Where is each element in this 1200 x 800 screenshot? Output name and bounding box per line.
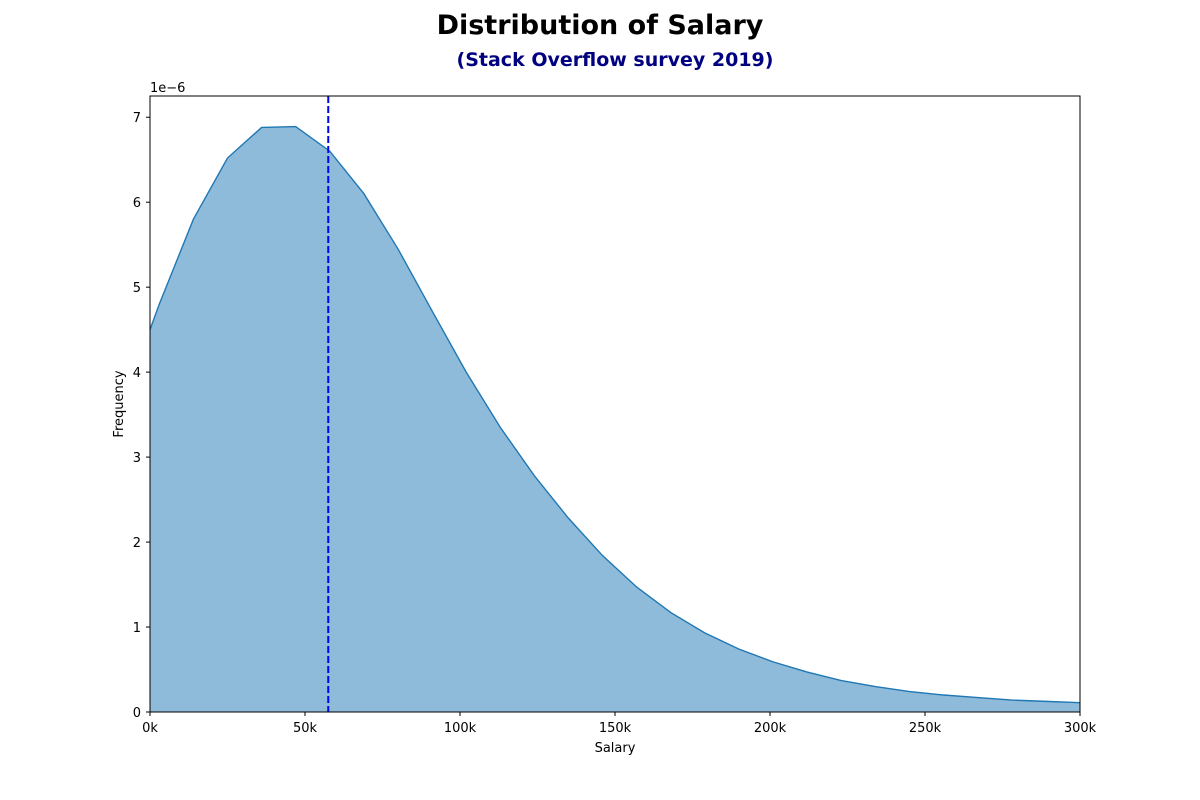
- x-tick-label: 0k: [142, 721, 158, 736]
- y-tick-label: 7: [133, 111, 141, 126]
- y-tick-label: 0: [133, 706, 141, 721]
- y-tick-label: 5: [133, 281, 141, 296]
- chart-subtitle: (Stack Overflow survey 2019): [456, 49, 774, 71]
- x-axis: 0k 50k 100k 150k 200k 250k 300k: [142, 712, 1097, 736]
- y-tick-label: 4: [133, 366, 141, 381]
- chart-title: Distribution of Salary: [436, 10, 764, 41]
- x-axis-label: Salary: [595, 741, 636, 756]
- y-tick-label: 3: [133, 451, 141, 466]
- y-axis-label: Frequency: [112, 370, 127, 437]
- density-area: [150, 126, 1080, 713]
- x-tick-label: 300k: [1064, 721, 1097, 736]
- y-tick-label: 1: [133, 621, 141, 636]
- y-tick-label: 6: [133, 196, 141, 211]
- density-line: [149, 125, 1081, 704]
- x-tick-label: 200k: [754, 721, 787, 736]
- x-tick-label: 100k: [444, 721, 477, 736]
- x-tick-label: 250k: [909, 721, 942, 736]
- x-tick-label: 50k: [293, 721, 318, 736]
- y-tick-label: 2: [133, 536, 141, 551]
- y-offset-label: 1e−6: [150, 81, 185, 96]
- x-tick-label: 150k: [599, 721, 632, 736]
- y-axis: 0 1 2 3 4 5 6 7: [133, 111, 150, 721]
